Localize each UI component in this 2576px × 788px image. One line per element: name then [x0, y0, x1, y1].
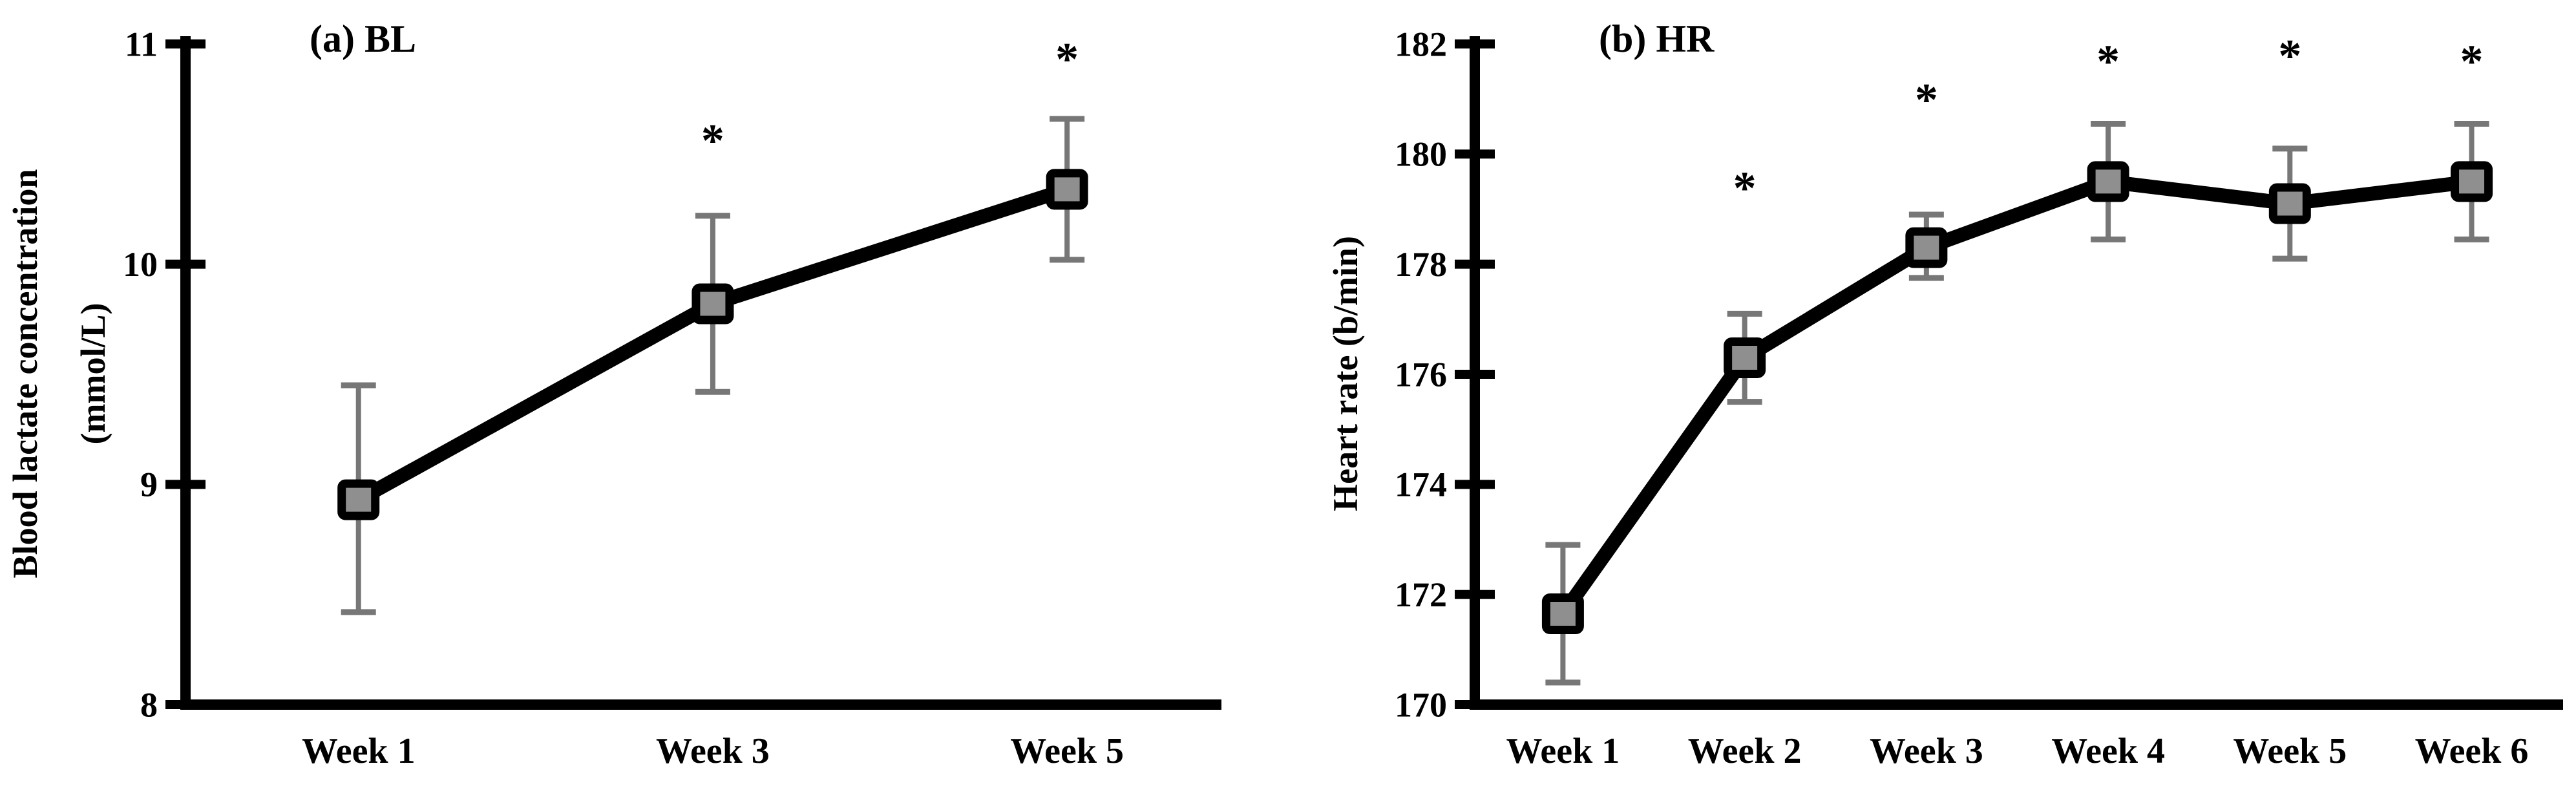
significance-asterisk: * — [701, 115, 724, 167]
significance-asterisk: * — [2460, 36, 2484, 87]
x-tick-label: Week 3 — [1870, 731, 1983, 771]
x-tick-label: Week 5 — [1010, 731, 1124, 771]
y-tick-label: 178 — [1395, 245, 1447, 284]
y-tick — [1455, 149, 1495, 159]
data-point-marker — [337, 479, 380, 520]
chart-title: (a) BL — [310, 17, 416, 60]
y-tick-label: 8 — [140, 685, 158, 724]
y-tick — [1455, 590, 1495, 599]
chart-panel-hr: 170 172 174 176 178 180 182 * * * * * Week 1 Week 2 We… — [1326, 17, 2563, 771]
data-point-marker — [2087, 161, 2129, 202]
data-point-marker — [692, 283, 734, 325]
y-tick — [165, 700, 206, 709]
x-tick-label: Week 1 — [302, 731, 416, 771]
y-tick-label: 176 — [1395, 355, 1447, 394]
y-tick — [165, 259, 206, 269]
x-tick-label: Week 5 — [2233, 731, 2347, 771]
x-tick-label: Week 6 — [2415, 731, 2529, 771]
y-axis-title: Blood lactate concentration — [6, 169, 45, 579]
y-tick — [1455, 39, 1495, 48]
data-point-marker — [2451, 161, 2493, 202]
data-point-marker — [1046, 169, 1088, 210]
y-tick — [1455, 259, 1495, 269]
x-tick-label: Week 3 — [656, 731, 770, 771]
significance-asterisk: * — [1055, 34, 1079, 85]
y-axis-title: Heart rate (b/min) — [1326, 236, 1365, 511]
y-tick-label: 9 — [140, 465, 158, 504]
chart-panel-bl: 8 9 10 11 * * Week 1 Week 3 Week 5 (a) BL Blood la… — [6, 17, 1221, 771]
x-tick-label: Week 1 — [1506, 731, 1620, 771]
significance-asterisk: * — [1733, 162, 1757, 214]
y-tick — [1455, 480, 1495, 489]
significance-asterisk: * — [2278, 30, 2301, 82]
data-point-marker — [1541, 593, 1584, 634]
y-tick-label: 180 — [1395, 135, 1447, 174]
y-axis-title: (mmol/L) — [74, 303, 112, 445]
data-point-marker — [1905, 227, 1948, 268]
significance-asterisk: * — [2096, 36, 2120, 87]
x-axis — [180, 699, 1221, 710]
x-tick-label: Week 2 — [1688, 731, 1802, 771]
data-point-marker — [1724, 337, 1766, 378]
y-tick — [1455, 370, 1495, 379]
x-axis — [1470, 699, 2563, 710]
chart-title: (b) HR — [1599, 17, 1715, 60]
y-tick-label: 182 — [1395, 25, 1447, 63]
x-tick-label: Week 4 — [2051, 731, 2165, 771]
y-tick — [1455, 700, 1495, 709]
y-tick-label: 11 — [125, 25, 158, 63]
series-line — [1556, 174, 2479, 621]
y-axis — [180, 36, 191, 710]
significance-asterisk: * — [1915, 74, 1938, 126]
y-tick-label: 10 — [123, 245, 158, 284]
y-tick — [165, 480, 206, 489]
y-tick-label: 174 — [1395, 465, 1447, 504]
y-tick-label: 170 — [1395, 685, 1447, 724]
y-tick — [165, 39, 206, 48]
y-tick-label: 172 — [1395, 575, 1447, 614]
data-point-marker — [2268, 183, 2311, 224]
